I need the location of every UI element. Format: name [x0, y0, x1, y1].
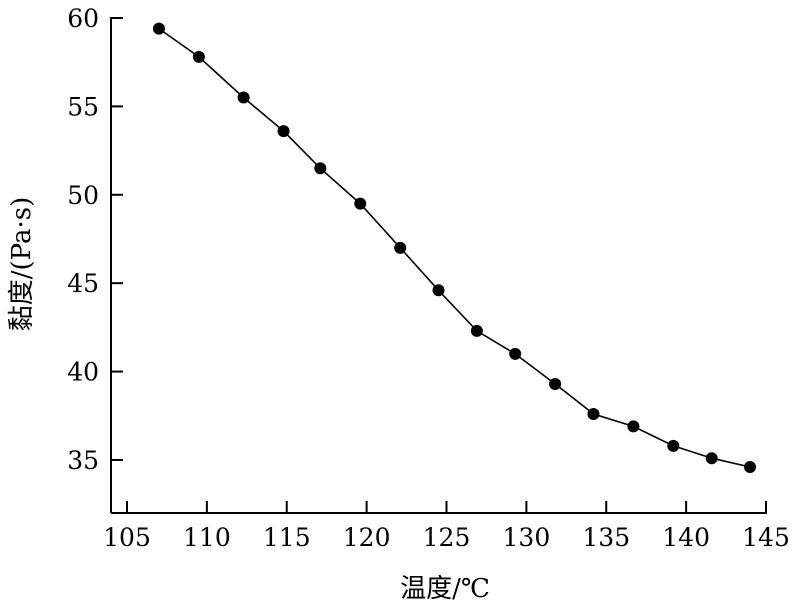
data-point: [549, 377, 562, 390]
x-axis-title: 温度/℃: [400, 574, 490, 604]
x-tick-label: 135: [582, 523, 630, 552]
data-point: [314, 162, 327, 175]
data-point: [587, 408, 600, 420]
data-point: [432, 284, 445, 297]
y-ticks: 35 40 45 50 55 60: [67, 4, 123, 475]
x-tick-label: 125: [423, 523, 471, 552]
data-point: [152, 22, 165, 35]
data-point: [237, 91, 250, 104]
data-point: [354, 197, 367, 210]
series-layer: [152, 22, 757, 474]
y-tick-label: 45: [67, 269, 99, 298]
x-tick-label: 120: [343, 523, 391, 552]
data-point: [470, 324, 483, 337]
data-point: [744, 461, 757, 474]
y-tick-label: 55: [67, 92, 99, 121]
data-point: [627, 420, 640, 433]
x-tick-label: 140: [662, 523, 710, 552]
y-tick-label: 40: [67, 358, 99, 387]
data-point: [667, 439, 680, 452]
data-point: [394, 241, 407, 254]
data-point: [192, 50, 205, 63]
y-axis-title: 黏度/(Pa·s): [7, 197, 37, 331]
y-tick-label: 35: [67, 446, 99, 475]
data-point: [277, 125, 290, 138]
x-tick-label: 105: [103, 523, 151, 552]
series-line: [158, 27, 751, 468]
x-tick-label: 115: [263, 523, 311, 552]
y-tick-label: 50: [67, 181, 99, 210]
x-tick-label: 110: [183, 523, 231, 552]
x-ticks: 105 110 115 120 125 130 135 140 145: [103, 501, 790, 552]
data-point: [705, 452, 718, 465]
x-tick-label: 145: [742, 523, 790, 552]
axes: [110, 17, 767, 514]
y-tick-label: 60: [67, 4, 99, 33]
x-tick-label: 130: [503, 523, 551, 552]
data-point: [509, 347, 522, 360]
